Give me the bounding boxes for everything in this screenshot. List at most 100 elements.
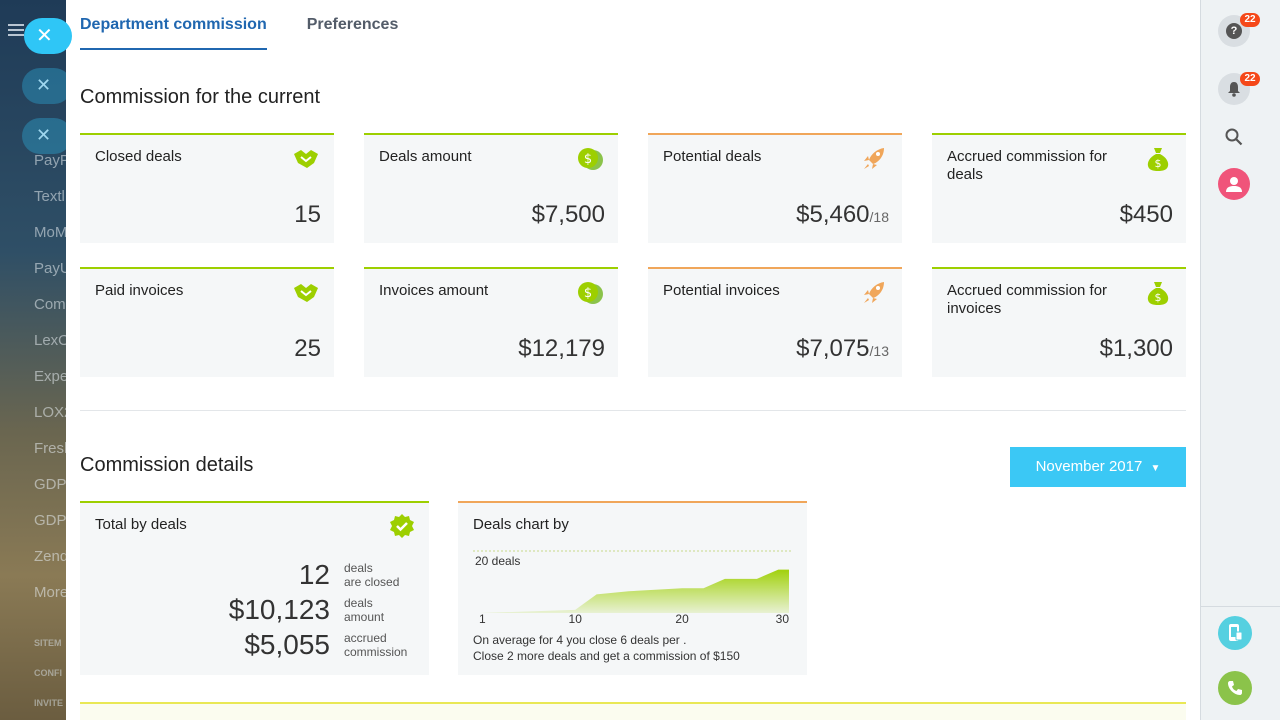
stat-description: deals are closed [344,561,400,589]
handshake-icon [294,284,318,302]
background-small-item: CONFI [34,668,62,678]
menu-icon [8,24,24,38]
card-value: $12,179 [518,335,605,362]
close-icon: ✕ [36,125,52,145]
phone-devices-button[interactable] [1218,616,1252,650]
tab-bar: Department commission Preferences [80,0,438,52]
deals-chart-card: Deals chart by 20 deals 1 10 20 30 On averag… [458,501,807,675]
card-label: Potential deals [663,148,762,165]
background-page: ✕ ✕ PayP Textl MoM PayU Com LexO Expe LO… [0,0,66,720]
background-item: Zend [34,548,66,565]
help-badge: 22 [1240,13,1260,27]
background-pill [22,68,66,104]
stat-number: $10,123 [228,594,330,625]
card-label: Deals amount [379,148,472,165]
card-label: Accrued commission for invoices [947,282,1108,317]
section-divider [80,410,1186,411]
handshake-icon [294,150,318,168]
background-item: Expe [34,368,66,385]
card-value: $1,300 [1099,335,1173,362]
accrued-commission-deals-card: Accrued commission for deals $ $450 [932,133,1186,243]
card-label: Invoices amount [379,282,489,299]
closed-deals-stat: 12 deals are closed [89,559,429,591]
x-tick-label: 20 [675,612,689,626]
sidebar-divider [1201,606,1280,607]
card-value: 25 [294,335,321,362]
search-icon [1225,128,1243,146]
background-item: PayU [34,260,66,277]
card-label: Accrued commission for deals [947,148,1108,183]
close-slider-button[interactable]: ✕ [24,18,72,54]
card-label: Paid invoices [95,282,184,299]
money-bag-icon: $ [1147,148,1169,171]
svg-text:$: $ [1155,157,1162,170]
deals-amount-stat: $10,123 deals amount [89,594,429,626]
card-label: Closed deals [95,148,182,165]
invoices-amount-card: Invoices amount $ $12,179 [364,267,618,377]
right-sidebar: ? 22 22 [1200,0,1280,720]
coins-icon: $ [578,282,603,304]
chart-note-goal: Close 2 more deals and get a commission … [473,649,740,663]
chart-note-average: On average for 4 you close 6 deals per . [473,633,687,647]
call-button[interactable] [1218,671,1252,705]
x-tick-label: 10 [569,612,583,626]
check-badge-icon [390,514,414,538]
card-value: $7,500 [531,201,605,228]
search-button[interactable] [1218,121,1250,153]
background-item: LOX2 [34,404,66,421]
card-label: Deals chart by [473,516,569,533]
background-item: More [34,584,66,601]
notifications-badge: 22 [1240,72,1260,86]
accrued-commission-invoices-card: Accrued commission for invoices $ $1,300 [932,267,1186,377]
reference-label: 20 deals [475,554,520,568]
background-small-item: SITEM [34,638,62,648]
svg-text:$: $ [584,286,592,301]
background-small-item: INVITE [34,698,64,708]
paid-invoices-card: Paid invoices 25 [80,267,334,377]
commission-details-title: Commission details [80,454,254,476]
bell-icon [1228,82,1240,97]
card-value: 15 [294,201,321,228]
closed-deals-card: Closed deals 15 [80,133,334,243]
background-item: PayP [34,152,66,169]
svg-text:$: $ [1155,291,1162,304]
background-item: LexO [34,332,66,349]
accrued-commission-stat: $5,055 accrued commission [89,629,429,661]
card-label: Total by deals [95,516,187,533]
caret-down-icon: ▼ [1150,463,1161,474]
coins-icon: $ [578,148,603,170]
help-icon: ? [1226,23,1242,39]
close-icon: ✕ [36,75,52,95]
money-bag-icon: $ [1147,282,1169,305]
background-item: MoM [34,224,66,241]
background-item: GDP [34,476,66,493]
stat-description: deals amount [344,596,385,624]
svg-text:$: $ [584,152,592,167]
tab-preferences[interactable]: Preferences [306,16,399,33]
deals-chart: 20 deals 1 10 20 30 [473,550,791,626]
mobile-device-icon [1229,624,1243,641]
total-by-deals-card: Total by deals 12 deals are closed $10,12… [80,501,429,675]
user-profile-button[interactable] [1218,168,1250,200]
stat-description: accrued commission [344,631,408,659]
deals-amount-card: Deals amount $ $7,500 [364,133,618,243]
tab-department-commission[interactable]: Department commission [80,0,267,50]
background-item: Fresh [34,440,66,457]
stat-number: 12 [298,559,330,590]
next-section-edge [80,702,1186,720]
deals-area-series [479,569,789,613]
month-select-button[interactable]: November 2017 ▼ [1010,447,1186,487]
x-tick-label: 30 [776,612,790,626]
background-item: Com [34,296,66,313]
background-item: Textl [34,188,65,205]
card-value: $5,460/18 [796,201,889,228]
background-item: GDP [34,512,66,529]
current-commission-title: Commission for the current [80,86,321,108]
card-value: $7,075/13 [796,335,889,362]
card-label: Potential invoices [663,282,780,299]
potential-invoices-card: Potential invoices $7,075/13 [648,267,902,377]
stat-number: $5,055 [244,629,330,660]
user-icon [1226,177,1242,192]
card-value: $450 [1119,201,1173,228]
phone-icon [1228,681,1242,695]
